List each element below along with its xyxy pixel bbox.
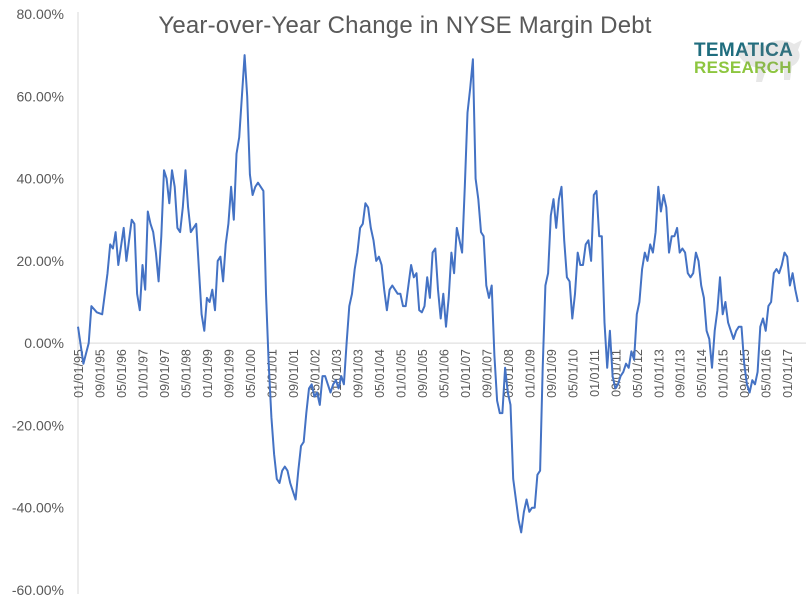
x-tick-label: 09/01/03 bbox=[351, 349, 365, 398]
x-tick-label: 01/01/15 bbox=[717, 349, 731, 398]
x-tick-label: 01/01/95 bbox=[72, 349, 86, 398]
x-tick-label: 05/01/98 bbox=[179, 349, 193, 398]
y-tick-label: -60.00% bbox=[12, 582, 64, 598]
x-tick-label: 09/01/01 bbox=[287, 349, 301, 398]
x-tick-label: 05/01/04 bbox=[373, 349, 387, 398]
y-tick-label: 80.00% bbox=[17, 6, 64, 22]
x-tick-label: 05/01/14 bbox=[695, 349, 709, 398]
x-tick-label: 09/01/09 bbox=[545, 349, 559, 398]
x-tick-label: 01/01/97 bbox=[136, 349, 150, 398]
x-tick-label: 05/01/96 bbox=[115, 349, 129, 398]
x-tick-label: 01/01/07 bbox=[459, 349, 473, 398]
x-tick-label: 01/01/05 bbox=[394, 349, 408, 398]
x-tick-label: 05/01/00 bbox=[244, 349, 258, 398]
logo-text-top: TEMATICA bbox=[694, 41, 806, 60]
tematica-research-logo: TEMATICA RESEARCH bbox=[694, 40, 806, 82]
x-tick-label: 09/01/13 bbox=[674, 349, 688, 398]
x-tick-label: 09/01/07 bbox=[480, 349, 494, 398]
y-tick-label: 0.00% bbox=[24, 335, 64, 351]
logo-text-bottom: RESEARCH bbox=[694, 58, 792, 77]
x-tick-label: 09/01/11 bbox=[609, 349, 623, 397]
x-tick-label: 01/01/99 bbox=[201, 349, 215, 398]
x-tick-label: 09/01/95 bbox=[93, 349, 107, 398]
x-tick-label: 05/01/10 bbox=[566, 349, 580, 398]
y-tick-label: -20.00% bbox=[12, 417, 64, 433]
x-tick-label: 05/01/12 bbox=[631, 349, 645, 398]
x-tick-label: 09/01/97 bbox=[158, 349, 172, 398]
x-tick-label: 05/01/06 bbox=[437, 349, 451, 398]
x-tick-label: 01/01/17 bbox=[781, 349, 795, 398]
series-line bbox=[77, 54, 799, 534]
x-tick-label: 01/01/09 bbox=[523, 349, 537, 398]
x-tick-label: 05/01/08 bbox=[502, 349, 516, 398]
x-tick-label: 09/01/05 bbox=[416, 349, 430, 398]
y-tick-label: 20.00% bbox=[17, 253, 64, 269]
y-tick-label: -40.00% bbox=[12, 500, 64, 516]
x-tick-label: 09/01/99 bbox=[222, 349, 236, 398]
bull-icon bbox=[738, 40, 802, 82]
y-tick-label: 40.00% bbox=[17, 171, 64, 187]
x-tick-label: 01/01/13 bbox=[652, 349, 666, 398]
x-tick-label: 05/01/16 bbox=[760, 349, 774, 398]
x-tick-label: 01/01/11 bbox=[588, 349, 602, 397]
chart-title: Year-over-Year Change in NYSE Margin Deb… bbox=[158, 12, 652, 39]
y-tick-label: 60.00% bbox=[17, 88, 64, 104]
